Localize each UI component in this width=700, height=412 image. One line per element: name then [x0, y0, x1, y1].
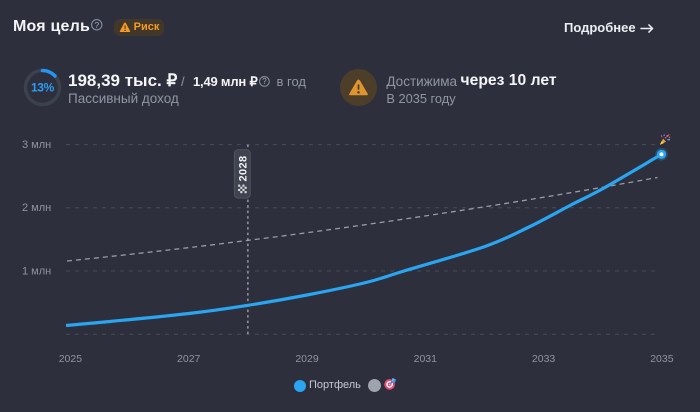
svg-text:2 млн: 2 млн [22, 202, 51, 214]
svg-text:3 млн: 3 млн [22, 139, 51, 151]
svg-text:13%: 13% [31, 80, 55, 94]
svg-text:2035: 2035 [650, 353, 674, 365]
svg-text:2033: 2033 [532, 353, 556, 365]
svg-text:?: ? [262, 77, 267, 86]
svg-text:2029: 2029 [295, 353, 319, 365]
svg-text:1 млн: 1 млн [22, 265, 51, 277]
svg-text:2028: 2028 [237, 155, 249, 181]
svg-text:?: ? [94, 20, 99, 30]
svg-text:2027: 2027 [177, 353, 201, 365]
svg-text:2025: 2025 [59, 353, 83, 365]
svg-text:2031: 2031 [414, 353, 438, 365]
